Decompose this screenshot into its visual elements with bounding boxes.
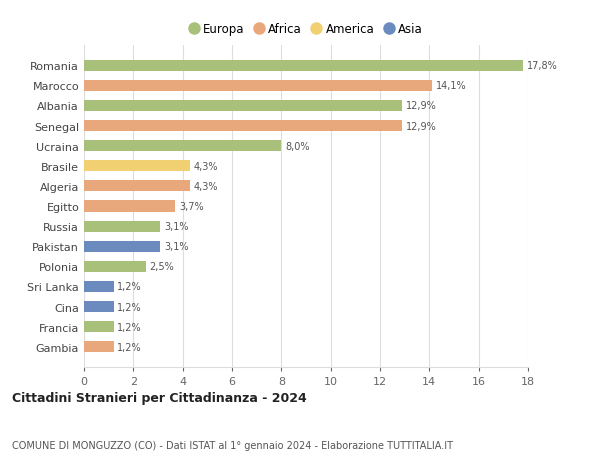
Text: 4,3%: 4,3%	[194, 162, 218, 171]
Legend: Europa, Africa, America, Asia: Europa, Africa, America, Asia	[185, 20, 427, 39]
Bar	[84, 161, 190, 172]
Text: 14,1%: 14,1%	[436, 81, 466, 91]
Bar	[84, 321, 113, 332]
Bar	[84, 141, 281, 152]
Bar	[84, 341, 113, 353]
Bar	[84, 81, 432, 92]
Bar	[84, 241, 160, 252]
Text: 3,7%: 3,7%	[179, 202, 203, 212]
Text: 8,0%: 8,0%	[285, 141, 310, 151]
Bar	[84, 101, 402, 112]
Text: 1,2%: 1,2%	[118, 282, 142, 292]
Text: Cittadini Stranieri per Cittadinanza - 2024: Cittadini Stranieri per Cittadinanza - 2…	[12, 391, 307, 404]
Text: 17,8%: 17,8%	[527, 61, 557, 71]
Text: 2,5%: 2,5%	[149, 262, 174, 272]
Text: 1,2%: 1,2%	[118, 322, 142, 332]
Text: 4,3%: 4,3%	[194, 181, 218, 191]
Text: 3,1%: 3,1%	[164, 222, 188, 232]
Text: COMUNE DI MONGUZZO (CO) - Dati ISTAT al 1° gennaio 2024 - Elaborazione TUTTITALI: COMUNE DI MONGUZZO (CO) - Dati ISTAT al …	[12, 440, 453, 450]
Bar	[84, 302, 113, 313]
Bar	[84, 121, 402, 132]
Text: 1,2%: 1,2%	[118, 302, 142, 312]
Text: 1,2%: 1,2%	[118, 342, 142, 352]
Bar	[84, 201, 175, 212]
Bar	[84, 281, 113, 292]
Bar	[84, 261, 146, 272]
Bar	[84, 61, 523, 72]
Bar	[84, 221, 160, 232]
Text: 12,9%: 12,9%	[406, 121, 437, 131]
Bar	[84, 181, 190, 192]
Text: 12,9%: 12,9%	[406, 101, 437, 111]
Text: 3,1%: 3,1%	[164, 242, 188, 252]
